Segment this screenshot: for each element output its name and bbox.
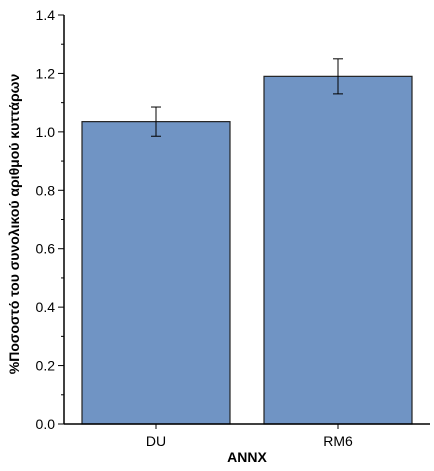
y-tick-label: 1.0 [36, 124, 56, 140]
y-tick-label: 0.0 [36, 416, 56, 432]
y-tick-label: 0.4 [36, 299, 56, 315]
y-tick-label: 0.2 [36, 358, 56, 374]
bar-du [81, 121, 231, 425]
y-tick-label: 1.2 [36, 65, 56, 81]
y-axis-title: %Ποσοστό του συνολικού αριθμού κυττάρων [6, 74, 22, 375]
error-bar-rm6 [333, 58, 343, 95]
bar-rm6 [263, 75, 413, 425]
bars-layer [81, 75, 413, 425]
x-axis-title: ANNX [227, 449, 267, 465]
x-tick-label: DU [146, 433, 166, 449]
y-tick-label: 1.4 [36, 7, 56, 23]
x-tick-label: RM6 [323, 433, 353, 449]
error-bars-layer [151, 58, 343, 137]
ticks-layer: DU RM6 0.0 0.2 0.4 0.6 0.8 1.0 1.2 1.4 [36, 7, 353, 449]
y-tick-label: 0.6 [36, 241, 56, 257]
error-bar-du [151, 106, 161, 137]
y-tick-label: 0.8 [36, 182, 56, 198]
